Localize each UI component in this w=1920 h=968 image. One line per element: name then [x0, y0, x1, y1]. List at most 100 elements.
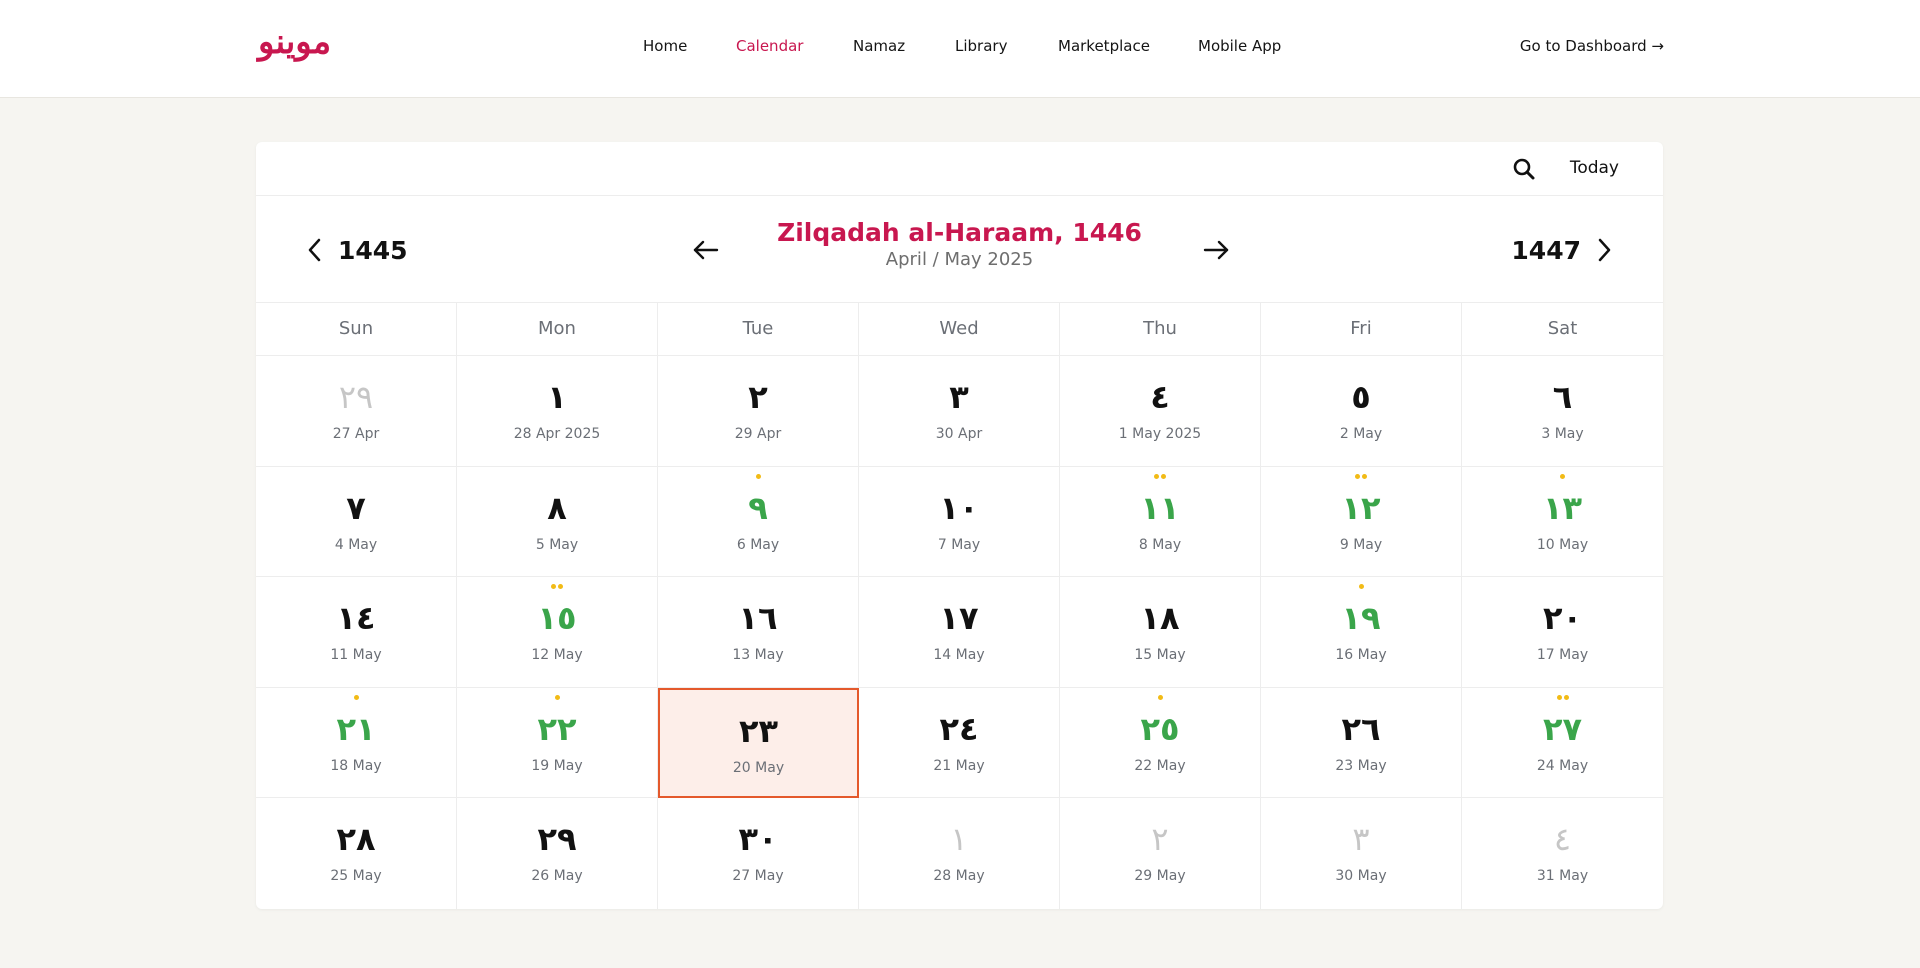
day-cell[interactable]: ٢٩ 26 May — [457, 798, 658, 909]
gregorian-date: 12 May — [531, 647, 583, 664]
day-cell[interactable]: ٢١ 18 May — [256, 687, 457, 799]
day-cell[interactable]: ٣٠ 27 May — [658, 798, 859, 909]
gregorian-date: 16 May — [1335, 647, 1387, 664]
event-dots — [457, 694, 657, 701]
day-cell[interactable]: ١٣ 10 May — [1462, 467, 1663, 578]
day-cell[interactable]: ١ 28 May — [859, 798, 1060, 909]
gregorian-date: 18 May — [330, 757, 382, 774]
go-to-dashboard-link[interactable]: Go to Dashboard → — [1519, 37, 1664, 55]
top-navbar: موينو Home Calendar Namaz Library Market… — [0, 0, 1920, 98]
event-dots — [658, 473, 858, 480]
hijri-day-number: ٢٥ — [1140, 709, 1180, 748]
day-cell[interactable]: ٤ 31 May — [1462, 798, 1663, 909]
day-cell[interactable]: ٤ 1 May 2025 — [1060, 356, 1261, 467]
gregorian-date: 8 May — [1138, 536, 1182, 553]
nav-calendar[interactable]: Calendar — [736, 37, 804, 55]
day-cell[interactable]: ١٠ 7 May — [859, 466, 1060, 578]
event-dots — [1060, 473, 1260, 480]
event-dot-icon — [353, 694, 359, 700]
event-dot-icon — [1157, 694, 1163, 700]
event-dot-icon — [1355, 473, 1360, 479]
day-cell[interactable]: ١٩ 16 May — [1261, 577, 1462, 688]
day-cell[interactable]: ٨ 5 May — [457, 466, 658, 578]
hijri-day-number: ٢ — [1151, 820, 1169, 859]
day-cell[interactable]: ١٢ 9 May — [1261, 466, 1462, 578]
gregorian-date: 23 May — [1335, 757, 1387, 774]
gregorian-date: 3 May — [1541, 426, 1584, 442]
day-cell[interactable]: ٢ 29 Apr — [658, 356, 859, 467]
gregorian-date: 21 May — [933, 757, 985, 774]
hijri-day-number: ١٤ — [336, 599, 376, 638]
day-cell[interactable]: ٢٤ 21 May — [859, 687, 1060, 799]
hijri-day-number: ٢٩ — [537, 820, 577, 859]
day-cell[interactable]: ٢٨ 25 May — [256, 798, 457, 909]
next-year-label: 1447 — [1511, 235, 1581, 265]
nav-home[interactable]: Home — [643, 37, 688, 55]
hijri-day-number: ٢٨ — [336, 820, 376, 859]
main-nav: Home Calendar Namaz Library Marketplace … — [0, 37, 1920, 61]
nav-library[interactable]: Library — [955, 37, 1008, 55]
day-cell[interactable]: ١٤ 11 May — [256, 577, 457, 688]
weekday-tue: Tue — [658, 302, 859, 355]
gregorian-date: 10 May — [1536, 536, 1589, 553]
nav-marketplace[interactable]: Marketplace — [1058, 37, 1150, 55]
weekday-sun: Sun — [256, 302, 457, 355]
gregorian-date: 11 May — [330, 647, 382, 664]
day-cell[interactable]: ٢٧ 24 May — [1462, 688, 1663, 799]
hijri-month-title: Zilqadah al-Haraam, 1446 — [777, 218, 1142, 247]
gregorian-date: 28 Apr 2025 — [513, 426, 601, 442]
day-cell[interactable]: ٢٢ 19 May — [457, 687, 658, 799]
gregorian-date: 28 May — [933, 868, 985, 885]
day-cell[interactable]: ١٨ 15 May — [1060, 577, 1261, 688]
next-month-arrow-icon[interactable] — [1200, 234, 1232, 266]
day-cell[interactable]: ٣ 30 May — [1261, 798, 1462, 909]
event-dots — [1261, 473, 1461, 480]
gregorian-date: 25 May — [330, 868, 382, 885]
day-cell[interactable]: ٥ 2 May — [1261, 356, 1462, 467]
event-dots — [457, 584, 657, 590]
previous-month-arrow-icon[interactable] — [690, 234, 722, 266]
day-cell[interactable]: ٢٠ 17 May — [1462, 577, 1663, 688]
day-cell[interactable]: ٦ 3 May — [1462, 356, 1663, 467]
hijri-day-number: ١٢ — [1341, 488, 1381, 527]
day-cell[interactable]: ٩ 6 May — [658, 466, 859, 578]
nav-mobile-app[interactable]: Mobile App — [1198, 37, 1282, 55]
day-cell[interactable]: ١ 28 Apr 2025 — [457, 356, 658, 467]
gregorian-date: 6 May — [736, 536, 780, 553]
hijri-day-number: ١٠ — [939, 488, 979, 527]
day-cell[interactable]: ١٦ 13 May — [658, 577, 859, 688]
hijri-day-number: ٦ — [1552, 378, 1573, 416]
weekday-wed: Wed — [859, 302, 1060, 355]
gregorian-date: 4 May — [334, 536, 378, 553]
previous-year-button[interactable]: 1445 — [304, 230, 408, 270]
day-cell[interactable]: ٧ 4 May — [256, 466, 457, 578]
hijri-day-number: ٥ — [1351, 378, 1371, 416]
day-cell[interactable]: ٢ 29 May — [1060, 798, 1261, 909]
hijri-day-number: ٣ — [949, 378, 969, 416]
event-dot-icon — [1560, 473, 1565, 479]
next-year-button[interactable]: 1447 — [1511, 230, 1615, 270]
day-cell[interactable]: ٢٩ 27 Apr — [256, 356, 457, 467]
search-icon[interactable] — [1511, 156, 1537, 182]
nav-namaz[interactable]: Namaz — [853, 37, 906, 55]
hijri-day-number: ٢٤ — [939, 709, 979, 748]
hijri-day-number: ٩ — [748, 488, 768, 527]
today-button[interactable]: Today — [1569, 158, 1619, 178]
hijri-day-number: ٤ — [1553, 820, 1572, 859]
day-cell[interactable]: ١٧ 14 May — [859, 577, 1060, 688]
day-cell[interactable]: ٢٥ 22 May — [1060, 687, 1261, 799]
event-dot-icon — [1154, 473, 1159, 479]
event-dot-icon — [554, 694, 560, 700]
event-dot-icon — [1161, 473, 1166, 479]
hijri-day-number: ٢٠ — [1542, 599, 1583, 638]
day-cell[interactable]: ٣ 30 Apr — [859, 356, 1060, 467]
gregorian-date: 22 May — [1134, 757, 1186, 774]
day-cell-today[interactable]: ٢٣ 20 May — [658, 687, 859, 799]
day-cell[interactable]: ١٥ 12 May — [457, 577, 658, 688]
day-cell[interactable]: ١١ 8 May — [1060, 466, 1261, 578]
day-cell[interactable]: ٢٦ 23 May — [1261, 687, 1462, 799]
brand-logo[interactable]: موينو — [258, 22, 332, 62]
gregorian-date: 9 May — [1339, 536, 1383, 553]
hijri-day-number: ١٣ — [1542, 488, 1583, 527]
gregorian-date: 7 May — [937, 536, 981, 553]
